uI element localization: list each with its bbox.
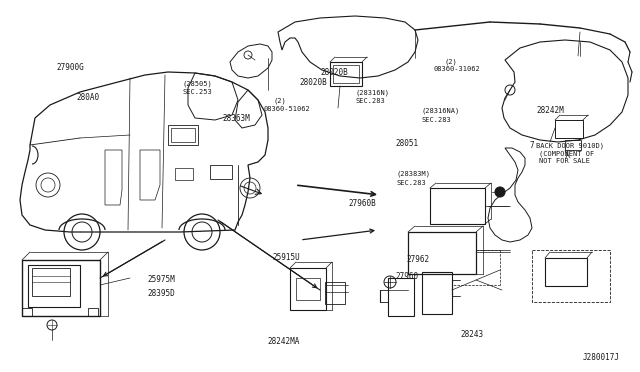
Bar — [32, 268, 70, 296]
Text: J280017J: J280017J — [583, 353, 620, 362]
Text: 280A0: 280A0 — [77, 93, 100, 102]
Bar — [422, 272, 452, 314]
Bar — [545, 258, 587, 286]
Text: SEC.283: SEC.283 — [397, 180, 426, 186]
Bar — [175, 168, 193, 180]
Text: 28243: 28243 — [461, 330, 484, 339]
Bar — [168, 125, 198, 145]
Text: (COMPONENT OF: (COMPONENT OF — [539, 150, 594, 157]
Text: BACK DOOR 9010D): BACK DOOR 9010D) — [536, 142, 604, 149]
Bar — [333, 65, 359, 83]
Bar — [210, 165, 232, 179]
Text: 27900G: 27900G — [56, 63, 84, 72]
Text: 28020B: 28020B — [300, 78, 327, 87]
Text: 08360-51062: 08360-51062 — [264, 106, 310, 112]
Bar — [171, 128, 195, 142]
Text: NOT FOR SALE: NOT FOR SALE — [539, 158, 590, 164]
Text: 28051: 28051 — [396, 139, 419, 148]
Text: (28505): (28505) — [182, 81, 212, 87]
Text: 28020B: 28020B — [320, 68, 348, 77]
Text: SEC.283: SEC.283 — [421, 117, 451, 123]
Text: 25975M: 25975M — [147, 275, 175, 283]
Bar — [532, 250, 610, 302]
Text: 28242M: 28242M — [536, 106, 564, 115]
Bar — [296, 278, 320, 300]
Circle shape — [495, 187, 505, 197]
Text: 28363M: 28363M — [223, 114, 250, 123]
Bar — [565, 140, 581, 150]
Text: (28316N): (28316N) — [355, 90, 389, 96]
Bar — [88, 308, 98, 316]
Bar — [290, 268, 326, 310]
Text: 27960: 27960 — [396, 272, 419, 280]
Text: (2): (2) — [445, 58, 458, 65]
Bar — [22, 260, 100, 316]
Text: 7: 7 — [530, 141, 534, 150]
Bar — [325, 282, 345, 304]
Text: 28242MA: 28242MA — [268, 337, 300, 346]
Bar — [408, 232, 476, 274]
Text: 25915U: 25915U — [272, 253, 300, 262]
Bar — [28, 265, 80, 307]
Bar — [388, 278, 414, 316]
Text: (28316NA): (28316NA) — [421, 108, 460, 115]
Bar — [22, 308, 32, 316]
Bar — [430, 188, 485, 224]
Bar — [330, 62, 362, 86]
Text: SEC.283: SEC.283 — [355, 98, 385, 104]
Text: 27962: 27962 — [406, 255, 429, 264]
Text: 28395D: 28395D — [147, 289, 175, 298]
Text: 27960B: 27960B — [349, 199, 376, 208]
Bar — [555, 120, 583, 138]
Text: (2): (2) — [274, 98, 287, 105]
Text: SEC.253: SEC.253 — [182, 89, 212, 95]
Text: 08360-31062: 08360-31062 — [434, 66, 481, 72]
Text: (28383M): (28383M) — [397, 171, 431, 177]
